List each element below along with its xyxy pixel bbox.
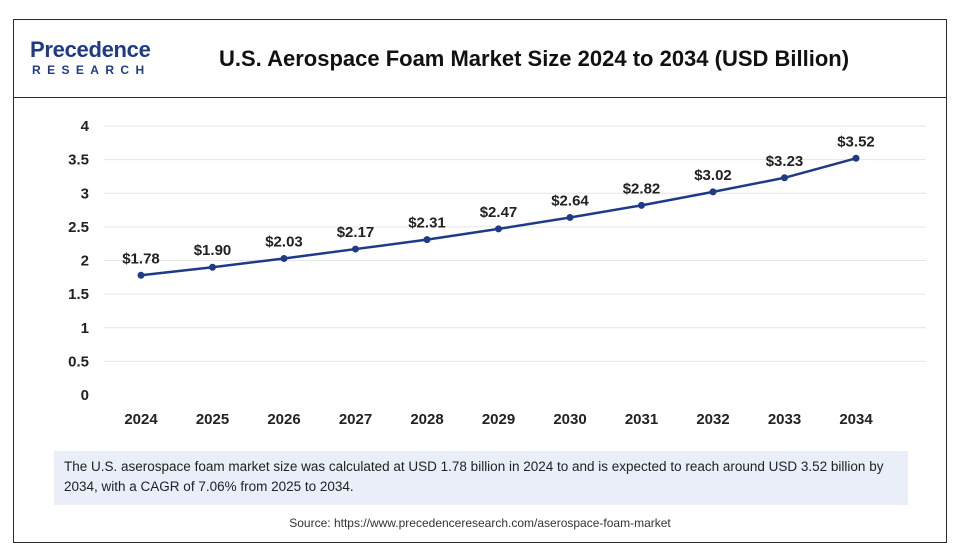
data-point [709, 188, 717, 196]
x-tick-label: 2024 [124, 411, 158, 428]
data-label: $3.52 [837, 133, 875, 150]
y-tick-label: 2.5 [68, 219, 89, 236]
data-label: $3.23 [766, 153, 804, 170]
data-point [209, 263, 216, 271]
logo-wordmark: Precedence [30, 37, 151, 62]
x-tick-label: 2030 [553, 411, 586, 428]
data-point [852, 154, 860, 162]
source-citation: Source: https://www.precedenceresearch.c… [289, 516, 671, 530]
data-label: $3.02 [694, 167, 732, 184]
data-label: $2.03 [265, 233, 303, 250]
data-label: $2.64 [551, 192, 589, 209]
data-label: $2.31 [408, 215, 446, 232]
x-tick-label: 2026 [267, 411, 300, 428]
data-label: $1.90 [194, 242, 232, 259]
data-point [638, 201, 645, 209]
summary-note: The U.S. aserospace foam market size was… [54, 451, 908, 505]
line-chart: 0 0.5 1 1.5 2 2.5 3 3.5 4 2024 2025 2026 2027 2028 202… [68, 118, 926, 428]
y-tick-label: 4 [81, 118, 90, 135]
data-point [781, 174, 788, 182]
logo-subtitle: RESEARCH [32, 63, 151, 77]
x-tick-label: 2028 [410, 411, 443, 428]
y-tick-label: 3.5 [68, 152, 89, 169]
y-tick-label: 3 [81, 185, 89, 202]
x-tick-label: 2029 [482, 411, 515, 428]
data-point [137, 271, 145, 279]
data-point [280, 254, 288, 262]
data-point [566, 213, 574, 221]
y-tick-label: 1 [81, 320, 89, 337]
header: Precedence RESEARCH U.S. Aerospace Foam … [14, 20, 946, 98]
x-tick-label: 2032 [696, 411, 729, 428]
data-label: $1.78 [122, 250, 160, 267]
y-tick-label: 0 [81, 387, 89, 404]
data-label: $2.82 [623, 180, 661, 197]
data-point [352, 245, 359, 253]
data-point [423, 236, 431, 244]
data-label: $2.47 [480, 204, 518, 221]
precedence-research-logo: Precedence RESEARCH [30, 38, 180, 82]
y-tick-label: 1.5 [68, 286, 89, 303]
y-tick-label: 0.5 [68, 353, 89, 370]
data-point [495, 225, 502, 233]
chart-title: U.S. Aerospace Foam Market Size 2024 to … [219, 46, 850, 71]
chart-card: Precedence RESEARCH U.S. Aerospace Foam … [13, 19, 947, 543]
x-tick-label: 2025 [196, 411, 229, 428]
data-label: $2.17 [337, 224, 375, 241]
x-tick-label: 2027 [339, 411, 372, 428]
x-tick-label: 2034 [839, 411, 873, 428]
x-tick-label: 2031 [625, 411, 658, 428]
x-tick-label: 2033 [768, 411, 801, 428]
y-tick-label: 2 [81, 253, 89, 270]
